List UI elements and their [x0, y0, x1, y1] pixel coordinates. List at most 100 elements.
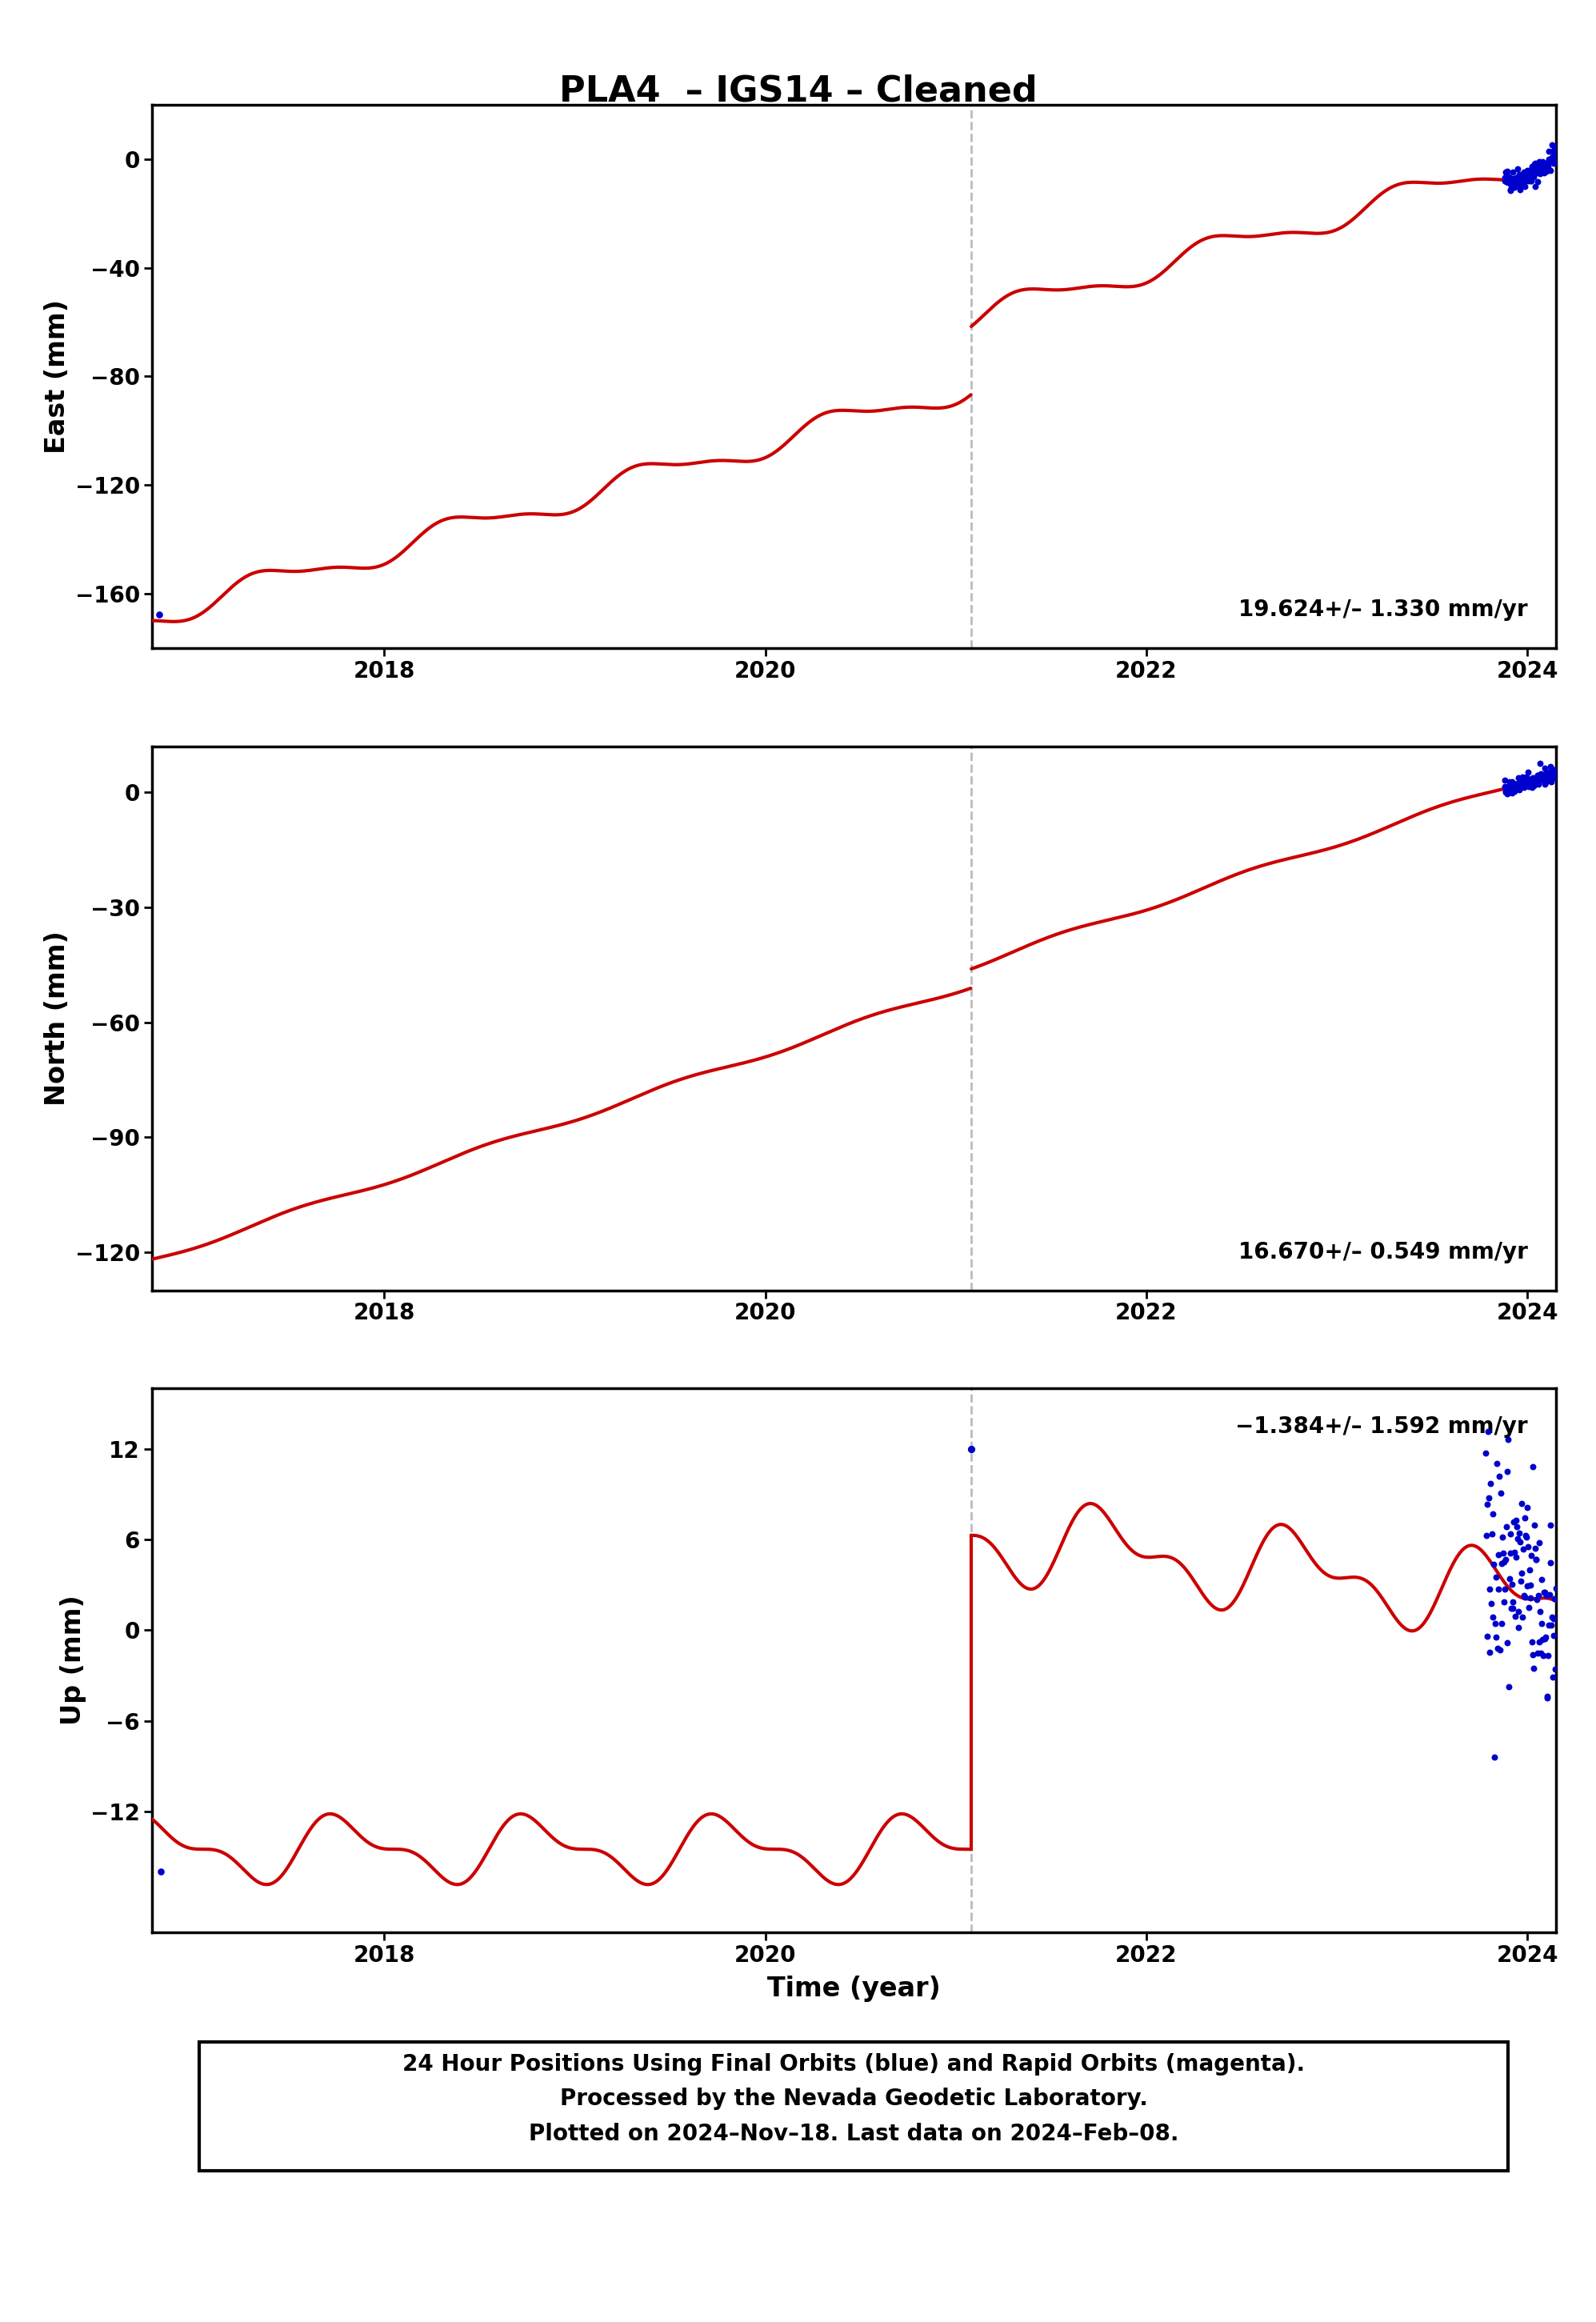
Point — [1540, 755, 1566, 792]
Point — [1487, 1632, 1513, 1670]
Point — [1495, 165, 1521, 202]
Point — [1531, 151, 1556, 188]
Point — [1524, 757, 1550, 794]
Point — [1537, 1507, 1562, 1544]
Point — [1532, 1618, 1558, 1656]
Point — [1505, 165, 1531, 202]
Point — [1519, 149, 1545, 186]
Point — [1497, 1516, 1523, 1553]
Point — [1524, 1542, 1550, 1579]
Point — [1505, 1521, 1531, 1558]
Point — [1515, 752, 1540, 789]
Point — [1537, 142, 1562, 179]
Point — [1516, 158, 1542, 195]
Point — [1529, 757, 1555, 794]
Point — [1503, 1537, 1529, 1574]
Point — [1542, 1581, 1567, 1618]
Point — [1508, 167, 1534, 204]
Point — [1526, 766, 1551, 803]
Point — [1516, 762, 1542, 799]
Point — [1508, 764, 1534, 801]
Point — [1540, 139, 1566, 176]
Point — [1511, 163, 1537, 200]
Point — [1494, 153, 1519, 190]
Point — [1529, 151, 1555, 188]
Point — [1502, 773, 1527, 810]
Point — [1513, 156, 1539, 193]
Point — [1507, 771, 1532, 808]
Point — [1519, 149, 1545, 186]
Point — [1516, 1588, 1542, 1625]
Point — [1502, 766, 1527, 803]
Point — [1521, 759, 1547, 796]
Point — [1516, 1551, 1542, 1588]
Point — [1519, 759, 1545, 796]
Point — [1503, 769, 1529, 806]
Point — [1510, 1600, 1535, 1637]
Point — [1526, 153, 1551, 190]
Point — [1481, 1598, 1507, 1635]
Point — [1510, 762, 1535, 799]
Point — [1505, 766, 1531, 803]
Point — [1513, 160, 1539, 197]
Point — [1475, 1486, 1500, 1523]
Point — [1531, 1574, 1556, 1611]
Point — [1492, 1542, 1518, 1579]
Point — [1540, 142, 1566, 179]
Point — [1473, 1435, 1499, 1472]
Point — [1516, 151, 1542, 188]
Point — [1503, 167, 1529, 204]
Point — [1537, 1577, 1562, 1614]
Point — [1486, 1570, 1511, 1607]
Point — [1534, 153, 1559, 190]
Point — [1535, 132, 1561, 170]
Point — [1535, 762, 1561, 799]
Point — [1492, 762, 1518, 799]
Point — [1500, 1591, 1526, 1628]
Point — [1521, 1507, 1547, 1544]
Point — [1535, 1607, 1561, 1644]
Point — [1494, 1454, 1519, 1491]
Point — [1542, 755, 1567, 792]
Point — [1499, 167, 1524, 204]
Point — [1539, 151, 1564, 188]
Point — [1526, 149, 1551, 186]
Point — [1535, 142, 1561, 179]
Point — [1492, 163, 1518, 200]
Point — [1502, 1533, 1527, 1570]
Point — [1505, 167, 1531, 204]
Point — [1494, 163, 1519, 200]
Point — [1510, 1486, 1535, 1523]
Point — [1502, 1598, 1527, 1635]
Point — [1489, 1519, 1515, 1556]
Point — [1540, 757, 1566, 794]
Point — [1516, 160, 1542, 197]
Point — [1523, 762, 1548, 799]
Point — [1505, 151, 1531, 188]
Point — [1535, 1676, 1561, 1714]
Point — [1510, 757, 1535, 794]
Point — [1519, 1449, 1545, 1486]
Point — [1503, 766, 1529, 803]
Point — [1543, 144, 1569, 181]
Point — [148, 1853, 174, 1890]
Point — [1508, 1556, 1534, 1593]
Point — [1495, 1623, 1521, 1660]
Point — [1511, 1579, 1537, 1616]
Point — [1508, 158, 1534, 195]
Point — [1529, 1605, 1555, 1642]
Point — [1526, 759, 1551, 796]
Point — [1505, 759, 1531, 796]
Point — [1499, 1591, 1524, 1628]
Text: 19.624+/– 1.330 mm/yr: 19.624+/– 1.330 mm/yr — [1238, 599, 1527, 622]
Point — [1518, 163, 1543, 200]
Point — [1513, 764, 1539, 801]
Point — [1511, 769, 1537, 806]
Point — [1518, 163, 1543, 200]
Point — [1492, 158, 1518, 195]
Point — [1519, 764, 1545, 801]
Point — [1507, 156, 1532, 193]
Point — [1523, 149, 1548, 186]
Point — [1521, 762, 1547, 799]
Point — [1491, 1535, 1516, 1572]
